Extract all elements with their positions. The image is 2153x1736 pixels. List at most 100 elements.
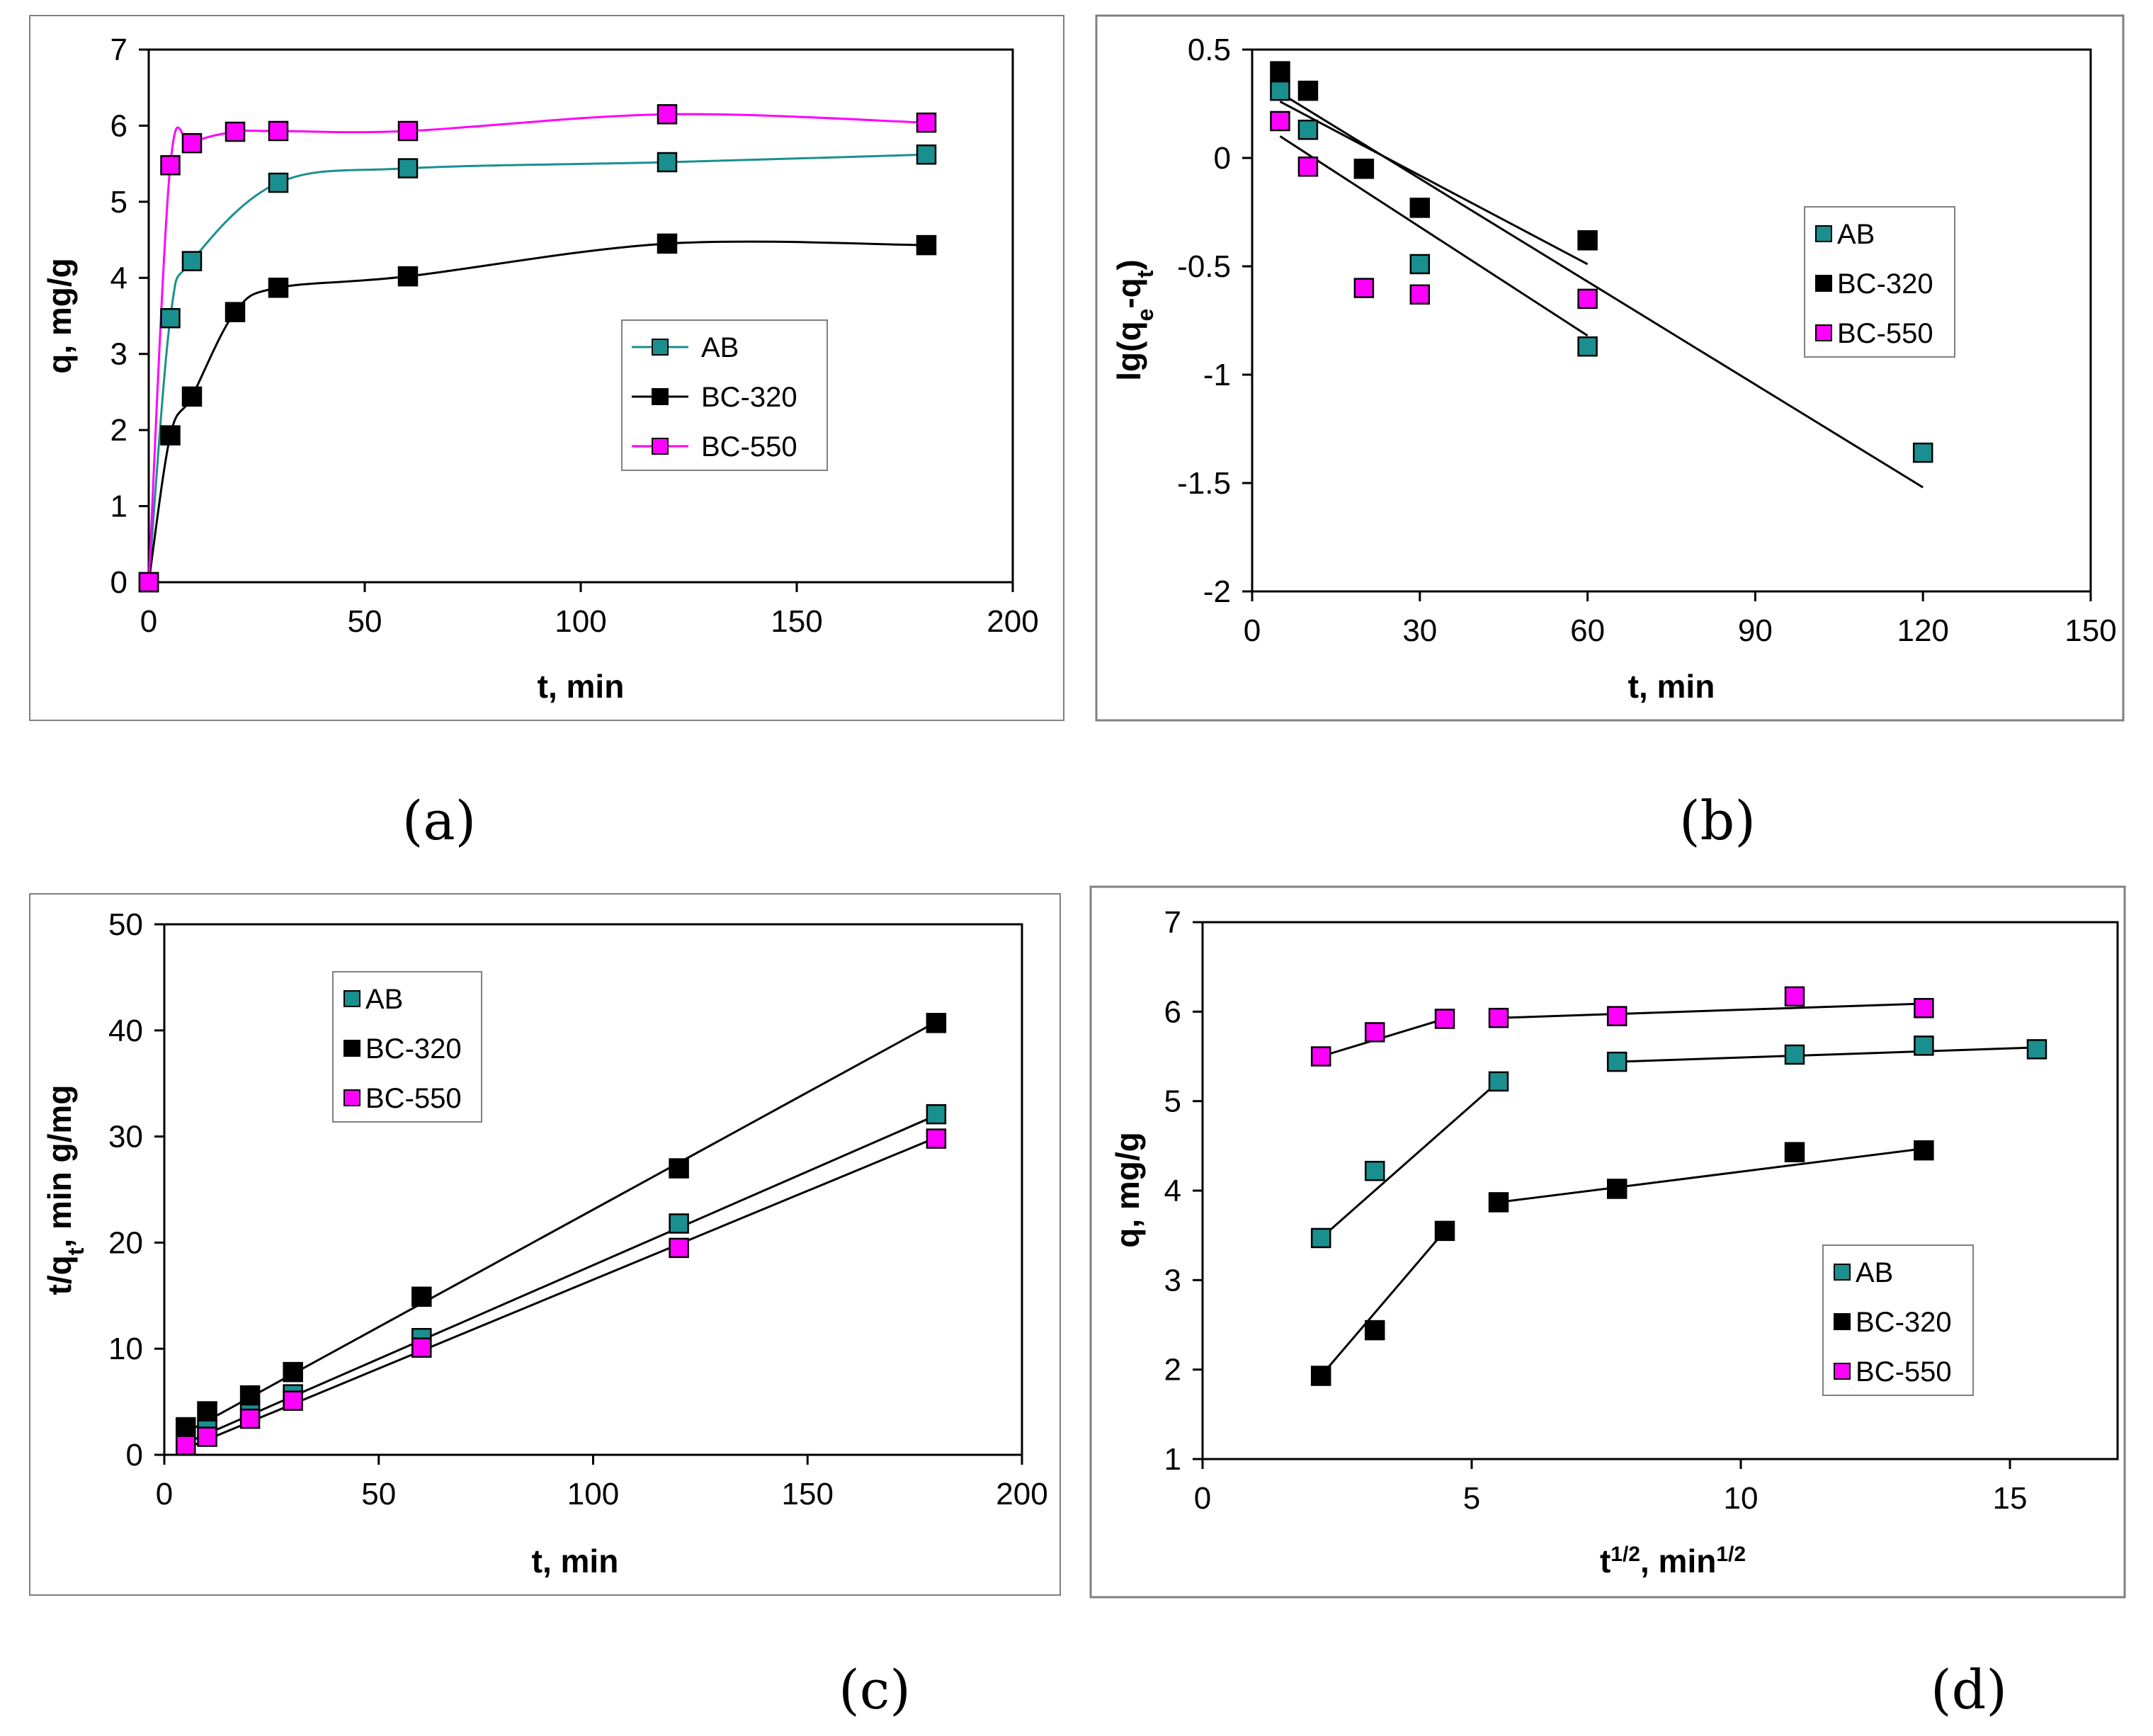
x-tick-label: 150 — [782, 1477, 834, 1511]
legend-label: AB — [701, 332, 739, 363]
legend-marker — [343, 1040, 360, 1057]
fit-line — [1498, 1002, 1924, 1019]
y-axis-label: lg(qe-qt) — [1110, 259, 1158, 381]
data-point-ab — [657, 152, 678, 173]
y-tick-label: 20 — [108, 1225, 143, 1260]
fit-line — [1320, 1230, 1446, 1377]
panel-b: 0 30 60 90 120 150 -2 -1.5 -1 -0.5 0 0.5 t, min lg(qe… — [1095, 14, 2125, 852]
legend-label: BC-320 — [1837, 268, 1933, 300]
legend-label: AB — [1837, 219, 1875, 250]
data-point-bc-550 — [916, 112, 937, 133]
y-axis-label: q, mg/g — [41, 258, 78, 374]
legend-label: BC-550 — [365, 1083, 462, 1114]
data-point-bc-550 — [160, 155, 181, 176]
y-tick-label: 30 — [108, 1120, 143, 1155]
data-point-ab — [1912, 442, 1933, 463]
y-tick-label: 5 — [110, 185, 127, 220]
data-point-ab — [1784, 1044, 1805, 1065]
data-point-bc-550 — [181, 132, 203, 154]
x-tick-label: 100 — [567, 1477, 619, 1511]
panel-d: 0 5 10 15 1 2 3 4 5 6 7 t1/2, min1/2 q, mg/g AB BC-320… — [1089, 885, 2126, 1721]
y-tick-label: -0.5 — [1177, 249, 1231, 284]
data-point-bc-320 — [669, 1158, 689, 1179]
data-point-bc-550 — [1434, 1009, 1455, 1029]
data-point-bc-550 — [268, 120, 289, 142]
data-point-ab — [2026, 1039, 2047, 1060]
data-point-bc-320 — [1353, 159, 1375, 179]
data-point-bc-320 — [1577, 230, 1598, 251]
legend-label: BC-550 — [1837, 318, 1933, 349]
data-point-bc-550 — [657, 104, 678, 125]
x-tick-label: 150 — [771, 604, 822, 639]
data-point-ab — [1914, 1036, 1934, 1056]
data-point-bc-320 — [283, 1361, 303, 1383]
data-point-ab — [268, 172, 289, 193]
legend-marker — [343, 990, 360, 1007]
x-tick-label: 0 — [156, 1477, 173, 1511]
legend-label: BC-320 — [1856, 1307, 1952, 1338]
data-point-ab — [669, 1213, 689, 1234]
x-tick-label: 5 — [1463, 1481, 1480, 1516]
y-tick-label: 0.5 — [1188, 33, 1231, 67]
x-tick-label: 50 — [348, 604, 382, 639]
chart-frame — [1095, 14, 2125, 722]
data-point-ab — [160, 307, 181, 329]
data-point-bc-550 — [1784, 986, 1805, 1007]
x-axis-label: t, min — [538, 668, 625, 705]
fit-line — [1320, 1080, 1499, 1239]
fit-line — [1498, 1147, 1924, 1203]
data-point-bc-550 — [1297, 156, 1319, 177]
panel-c: 0 50 100 150 200 0 10 20 30 40 50 t, min t/qt, min g… — [29, 893, 1061, 1721]
series-line-ab — [147, 153, 927, 583]
legend-marker — [1834, 1264, 1851, 1281]
data-point-bc-550 — [669, 1237, 689, 1259]
y-tick-label: 3 — [1164, 1263, 1181, 1298]
data-point-bc-320 — [225, 302, 246, 322]
data-point-bc-550 — [1606, 1006, 1627, 1026]
panel-a: 0 50 100 150 200 0 1 2 3 4 5 6 7 t, min q, mg/g AB BC-32… — [29, 15, 1064, 852]
data-point-bc-320 — [657, 233, 678, 254]
fit-line — [185, 1114, 937, 1444]
data-point-bc-320 — [1488, 1192, 1509, 1213]
legend-marker — [1815, 324, 1832, 341]
data-point-bc-320 — [181, 386, 203, 407]
data-point-bc-320 — [1409, 198, 1431, 218]
x-tick-label: 200 — [987, 604, 1038, 639]
data-point-bc-320 — [1914, 1140, 1934, 1161]
data-point-bc-550 — [176, 1435, 196, 1456]
data-point-bc-320 — [176, 1417, 196, 1438]
y-tick-label: 3 — [110, 337, 127, 372]
y-tick-label: 40 — [108, 1014, 143, 1048]
data-point-bc-320 — [1606, 1179, 1627, 1199]
legend-label: BC-550 — [701, 431, 797, 463]
y-tick-label: 10 — [108, 1332, 143, 1366]
data-point-bc-550 — [138, 572, 159, 593]
data-point-ab — [1297, 119, 1319, 140]
x-tick-label: 0 — [140, 604, 157, 639]
legend-label: BC-550 — [1856, 1356, 1952, 1388]
data-point-ab — [1409, 254, 1431, 275]
data-point-bc-320 — [160, 425, 181, 446]
plot-area — [1251, 48, 2092, 593]
fit-line — [185, 1136, 937, 1450]
x-tick-label: 15 — [1993, 1481, 2028, 1516]
x-axis-label: t, min — [532, 1543, 619, 1579]
data-point-ab — [181, 251, 203, 271]
data-point-bc-320 — [397, 266, 419, 287]
legend-marker — [343, 1089, 360, 1106]
x-tick-label: 200 — [996, 1477, 1047, 1511]
panel-label: (d) — [1931, 1658, 2007, 1721]
legend-marker — [1834, 1363, 1851, 1380]
chart-frame — [1089, 885, 2126, 1599]
y-tick-label: -2 — [1203, 574, 1231, 609]
data-point-bc-550 — [926, 1128, 947, 1149]
y-tick-label: 4 — [1164, 1174, 1181, 1208]
y-tick-label: 7 — [110, 33, 127, 67]
legend-label: BC-320 — [365, 1033, 462, 1065]
y-tick-label: 1 — [1164, 1442, 1181, 1477]
x-tick-label: 10 — [1724, 1481, 1759, 1516]
legend-marker — [1834, 1313, 1851, 1330]
data-point-bc-320 — [1364, 1320, 1385, 1341]
data-point-ab — [1364, 1160, 1385, 1181]
x-tick-label: 50 — [361, 1477, 396, 1511]
